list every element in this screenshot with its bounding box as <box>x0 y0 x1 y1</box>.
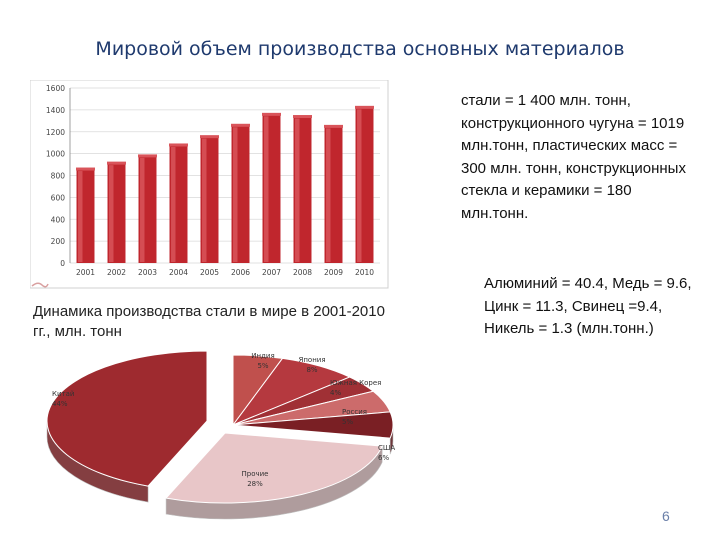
pie-slice-Китай <box>46 350 208 487</box>
x-tick-label: 2001 <box>76 268 95 277</box>
bar-2008 <box>293 115 312 263</box>
y-tick-label: 1000 <box>46 150 65 159</box>
bar-2010 <box>355 105 374 263</box>
bar-chart-caption: Динамика производства стали в мире в 200… <box>33 303 385 340</box>
bar-chart-frame <box>30 80 389 289</box>
bar-highlight <box>264 116 269 262</box>
pie-label: США <box>378 444 395 452</box>
metals-note: Алюминий = 40.4, Медь = 9.6, Цинк = 11.3… <box>484 275 692 337</box>
pie-value-label: 5% <box>342 418 353 426</box>
pie-slice-Прочие <box>165 432 383 504</box>
pie-label: Прочие <box>242 470 269 478</box>
pie-label: Китай <box>52 390 74 398</box>
bar-2004 <box>169 143 188 263</box>
x-tick-label: 2005 <box>200 268 219 277</box>
pie-label: Япония <box>298 356 325 364</box>
bar-highlight <box>78 171 83 262</box>
x-tick-label: 2002 <box>107 268 126 277</box>
bar-2005 <box>200 135 219 263</box>
bar-top <box>231 123 250 127</box>
bar-2009 <box>324 124 343 263</box>
pie-value-label: 8% <box>306 366 317 374</box>
bar-top <box>355 105 374 109</box>
y-tick-label: 1200 <box>46 128 65 137</box>
bar-top <box>200 135 219 139</box>
pie-value-label: 44% <box>52 400 68 408</box>
bar-highlight <box>326 128 331 262</box>
x-tick-label: 2003 <box>138 268 157 277</box>
bar-top <box>138 154 157 158</box>
y-tick-label: 600 <box>51 193 66 202</box>
pie-value-label: 4% <box>330 389 341 397</box>
bar-top <box>293 115 312 119</box>
bar-top <box>107 161 126 165</box>
bar-highlight <box>295 118 300 262</box>
pie-label: Южная Корея <box>330 379 381 387</box>
steel-bar-chart: 0 200 400 600 800 1000 1200 1400 1600 2001 2002 200… <box>30 80 389 289</box>
bar-highlight <box>202 138 207 262</box>
steel-pie-chart: Китай 44% Индия 5% Япония 8% Южная Корея 4% Росс… <box>46 350 395 520</box>
pie-slice-США <box>232 411 394 439</box>
bar-2007 <box>262 112 281 263</box>
x-tick-label: 2006 <box>231 268 250 277</box>
y-tick-label: 1400 <box>46 106 65 115</box>
bar-top <box>169 143 188 147</box>
x-tick-label: 2004 <box>169 268 188 277</box>
y-tick-label: 800 <box>51 172 66 181</box>
materials-note: стали = 1 400 млн. тонн, конструкционног… <box>461 92 686 222</box>
bar-2003 <box>138 154 157 263</box>
pie-label: Индия <box>251 352 274 360</box>
bar-top <box>324 124 343 128</box>
bar-highlight <box>233 127 238 262</box>
bar-highlight <box>171 146 176 262</box>
bar-top <box>262 112 281 116</box>
y-tick-label: 1600 <box>46 84 65 93</box>
bar-highlight <box>140 157 145 262</box>
page-number: 6 <box>662 508 670 524</box>
x-tick-label: 2007 <box>262 268 281 277</box>
bar-top <box>76 167 95 171</box>
pie-value-label: 6% <box>378 454 389 462</box>
bar-highlight <box>109 165 114 262</box>
pie-value-label: 5% <box>257 362 268 370</box>
bar-2006 <box>231 123 250 263</box>
y-tick-label: 400 <box>51 215 66 224</box>
divider-mark <box>31 282 49 288</box>
x-tick-label: 2009 <box>324 268 343 277</box>
page-title: Мировой объем производства основных мате… <box>95 38 625 60</box>
bar-highlight <box>357 109 362 262</box>
y-tick-label: 0 <box>60 259 65 268</box>
y-tick-label: 200 <box>51 237 66 246</box>
x-tick-label: 2008 <box>293 268 312 277</box>
bar-2001 <box>76 167 95 263</box>
bar-2002 <box>107 161 126 263</box>
x-tick-label: 2010 <box>355 268 374 277</box>
pie-label: Россия <box>342 408 367 416</box>
pie-value-label: 28% <box>247 480 263 488</box>
